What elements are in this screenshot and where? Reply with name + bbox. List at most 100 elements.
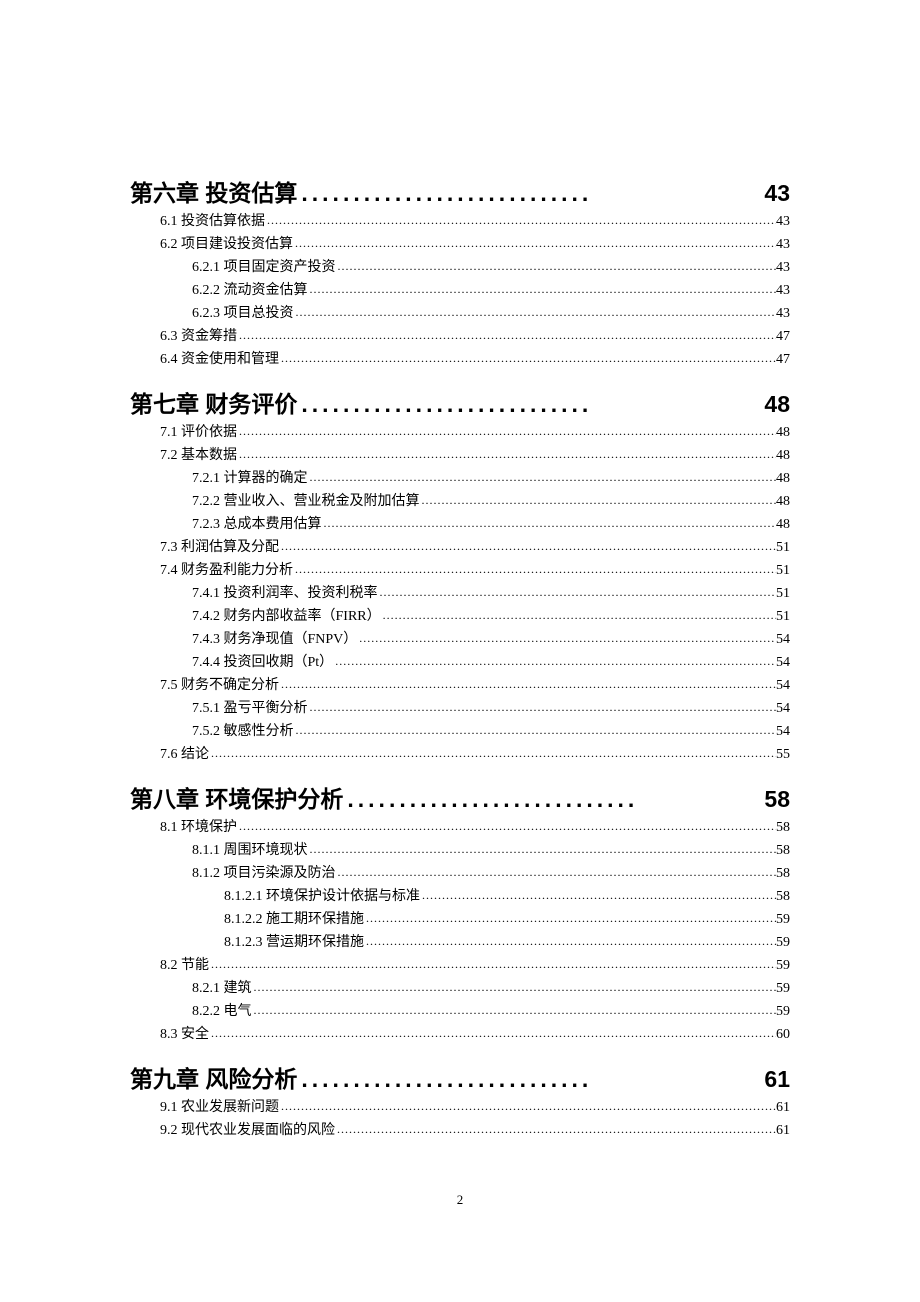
toc-sub-row[interactable]: 7.6 结论 .................................… [160, 743, 790, 766]
toc-sub-title: 8.1.2 项目污染源及防治 [192, 863, 336, 885]
toc-sub-row[interactable]: 6.2.2 流动资金估算 ...........................… [192, 279, 790, 302]
toc-dots: ........................................… [420, 884, 776, 906]
toc-sub-page: 54 [776, 652, 790, 674]
toc-sub-title: 7.4 财务盈利能力分析 [160, 560, 293, 582]
toc-sub-page: 43 [776, 280, 790, 302]
toc-sub-row[interactable]: 6.3 资金筹措 ...............................… [160, 325, 790, 348]
toc-dots: ............................ [297, 391, 764, 418]
toc-sub-row[interactable]: 7.2.3 总成本费用估算 ..........................… [192, 513, 790, 536]
toc-dots: ........................................… [237, 815, 776, 837]
toc-container: 第六章 投资估算 ............................436… [130, 174, 790, 1142]
toc-sub-row[interactable]: 6.1 投资估算依据 .............................… [160, 210, 790, 233]
toc-sub-row[interactable]: 7.4.2 财务内部收益率（FIRR） ....................… [192, 605, 790, 628]
toc-sub-row[interactable]: 7.4.3 财务净现值（FNPV） ......................… [192, 628, 790, 651]
toc-dots: ........................................… [279, 673, 776, 695]
toc-sub-page: 51 [776, 606, 790, 628]
toc-sub-page: 61 [776, 1120, 790, 1142]
toc-sub-title: 8.3 安全 [160, 1024, 209, 1046]
toc-sub-page: 43 [776, 303, 790, 325]
toc-sub-page: 47 [776, 349, 790, 371]
toc-sub-row[interactable]: 7.3 利润估算及分配 ............................… [160, 536, 790, 559]
toc-dots: ........................................… [308, 466, 777, 488]
toc-sub-row[interactable]: 7.4.4 投资回收期（Pt） ........................… [192, 651, 790, 674]
toc-sub-title: 9.1 农业发展新问题 [160, 1097, 279, 1119]
toc-sub-page: 59 [776, 1001, 790, 1023]
toc-sub-page: 59 [776, 909, 790, 931]
toc-sub-row[interactable]: 7.4.1 投资利润率、投资利税率 ......................… [192, 582, 790, 605]
toc-sub-row[interactable]: 9.1 农业发展新问题 ............................… [160, 1096, 790, 1119]
toc-dots: ........................................… [308, 278, 777, 300]
toc-sub-page: 43 [776, 211, 790, 233]
toc-sub-title: 6.3 资金筹措 [160, 326, 237, 348]
toc-sub-page: 60 [776, 1024, 790, 1046]
toc-chapter-page: 61 [764, 1066, 790, 1093]
toc-sub-row[interactable]: 7.5.2 敏感性分析 ............................… [192, 720, 790, 743]
toc-sub-title: 8.1.2.3 营运期环保措施 [224, 932, 364, 954]
toc-sub-page: 54 [776, 675, 790, 697]
toc-sub-title: 6.2.2 流动资金估算 [192, 280, 308, 302]
toc-sub-page: 43 [776, 257, 790, 279]
toc-sub-row[interactable]: 7.5.1 盈亏平衡分析 ...........................… [192, 697, 790, 720]
toc-dots: ........................................… [336, 861, 777, 883]
toc-sub-row[interactable]: 8.2.1 建筑 ...............................… [192, 977, 790, 1000]
toc-dots: ........................................… [209, 742, 776, 764]
toc-sub-row[interactable]: 6.4 资金使用和管理 ............................… [160, 348, 790, 371]
toc-sub-row[interactable]: 7.4 财务盈利能力分析 ...........................… [160, 559, 790, 582]
toc-sub-page: 61 [776, 1097, 790, 1119]
toc-dots: ........................................… [378, 581, 777, 603]
toc-sub-row[interactable]: 8.1.2.1 环境保护设计依据与标准 ....................… [224, 885, 790, 908]
toc-dots: ........................................… [294, 719, 777, 741]
toc-sub-title: 6.2 项目建设投资估算 [160, 234, 293, 256]
toc-sub-title: 6.1 投资估算依据 [160, 211, 265, 233]
toc-sub-title: 8.1 环境保护 [160, 817, 237, 839]
toc-sub-page: 43 [776, 234, 790, 256]
toc-sub-page: 59 [776, 932, 790, 954]
toc-sub-row[interactable]: 7.1 评价依据 ...............................… [160, 421, 790, 444]
toc-chapter-row[interactable]: 第九章 风险分析 ............................61 [130, 1060, 790, 1094]
toc-sub-title: 8.1.2.2 施工期环保措施 [224, 909, 364, 931]
toc-chapter-title: 第八章 环境保护分析 [130, 780, 343, 814]
toc-sub-row[interactable]: 8.1.2.2 施工期环保措施 ........................… [224, 908, 790, 931]
toc-sub-page: 54 [776, 698, 790, 720]
toc-sub-row[interactable]: 7.2.1 计算器的确定 ...........................… [192, 467, 790, 490]
toc-sub-row[interactable]: 6.2 项目建设投资估算 ...........................… [160, 233, 790, 256]
toc-dots: ............................ [343, 786, 764, 813]
toc-sub-row[interactable]: 9.2 现代农业发展面临的风险 ........................… [160, 1119, 790, 1142]
page-number: 2 [457, 1192, 464, 1208]
toc-sub-row[interactable]: 8.3 安全 .................................… [160, 1023, 790, 1046]
toc-dots: ............................ [297, 180, 764, 207]
toc-sub-row[interactable]: 8.2.2 电气 ...............................… [192, 1000, 790, 1023]
toc-sub-row[interactable]: 7.2.2 营业收入、营业税金及附加估算 ...................… [192, 490, 790, 513]
toc-sub-row[interactable]: 6.2.1 项目固定资产投资 .........................… [192, 256, 790, 279]
toc-dots: ........................................… [237, 324, 776, 346]
toc-sub-title: 7.5.1 盈亏平衡分析 [192, 698, 308, 720]
toc-dots: ........................................… [252, 999, 777, 1021]
toc-chapter-title: 第七章 财务评价 [130, 385, 297, 419]
toc-dots: ........................................… [333, 650, 776, 672]
toc-dots: ........................................… [381, 604, 776, 626]
toc-sub-page: 48 [776, 468, 790, 490]
toc-sub-page: 47 [776, 326, 790, 348]
toc-dots: ........................................… [322, 512, 777, 534]
toc-sub-row[interactable]: 7.2 基本数据 ...............................… [160, 444, 790, 467]
toc-dots: ........................................… [237, 420, 776, 442]
toc-sub-page: 48 [776, 514, 790, 536]
toc-sub-row[interactable]: 8.1.2.3 营运期环保措施 ........................… [224, 931, 790, 954]
toc-sub-title: 7.5.2 敏感性分析 [192, 721, 294, 743]
toc-chapter-row[interactable]: 第六章 投资估算 ............................43 [130, 174, 790, 208]
toc-sub-page: 58 [776, 840, 790, 862]
toc-sub-row[interactable]: 6.2.3 项目总投资 ............................… [192, 302, 790, 325]
toc-sub-row[interactable]: 8.1.1 周围环境现状 ...........................… [192, 839, 790, 862]
toc-sub-title: 8.1.2.1 环境保护设计依据与标准 [224, 886, 420, 908]
toc-chapter-row[interactable]: 第八章 环境保护分析 ............................5… [130, 780, 790, 814]
toc-sub-title: 8.1.1 周围环境现状 [192, 840, 308, 862]
toc-sub-title: 7.1 评价依据 [160, 422, 237, 444]
toc-sub-row[interactable]: 7.5 财务不确定分析 ............................… [160, 674, 790, 697]
toc-sub-row[interactable]: 8.2 节能 .................................… [160, 954, 790, 977]
toc-dots: ........................................… [336, 255, 777, 277]
toc-sub-page: 54 [776, 721, 790, 743]
toc-sub-row[interactable]: 8.1 环境保护 ...............................… [160, 816, 790, 839]
toc-chapter-row[interactable]: 第七章 财务评价 ............................48 [130, 385, 790, 419]
toc-dots: ........................................… [294, 301, 777, 323]
toc-sub-row[interactable]: 8.1.2 项目污染源及防治 .........................… [192, 862, 790, 885]
